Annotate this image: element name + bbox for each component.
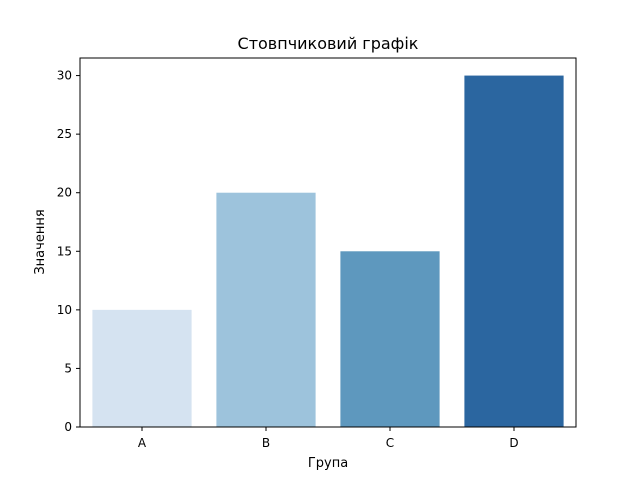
bar-b xyxy=(216,192,316,427)
y-tick-label-30: 30 xyxy=(57,69,72,83)
y-tick-label-5: 5 xyxy=(64,361,72,375)
x-axis: A B C D xyxy=(138,427,519,450)
x-tick-label-b: B xyxy=(262,436,270,450)
x-tick-label-c: C xyxy=(386,436,394,450)
bars-group xyxy=(92,75,564,427)
y-tick-label-25: 25 xyxy=(57,127,72,141)
bar-a xyxy=(92,309,192,427)
y-tick-label-0: 0 xyxy=(64,420,72,434)
y-tick-label-15: 15 xyxy=(57,244,72,258)
y-axis: 0 5 10 15 20 25 30 xyxy=(57,69,80,434)
y-axis-label: Значення xyxy=(33,209,48,274)
bar-d xyxy=(464,75,564,427)
chart-title: Стовпчиковий графік xyxy=(238,34,419,53)
y-tick-label-20: 20 xyxy=(57,186,72,200)
x-tick-label-d: D xyxy=(509,436,518,450)
bar-c xyxy=(340,251,440,427)
y-tick-label-10: 10 xyxy=(57,303,72,317)
plot-frame xyxy=(79,57,577,428)
x-axis-label: Група xyxy=(308,456,348,471)
x-tick-label-a: A xyxy=(138,436,147,450)
